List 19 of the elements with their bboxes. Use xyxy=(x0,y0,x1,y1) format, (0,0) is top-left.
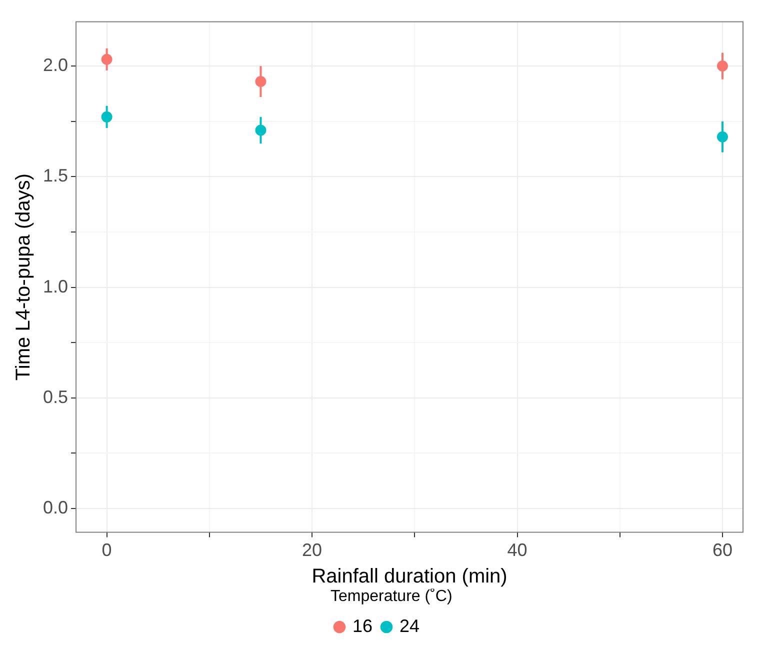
point xyxy=(716,60,728,72)
point xyxy=(716,131,728,142)
legend-label: 24 xyxy=(400,616,420,636)
x-axis-title: Rainfall duration (min) xyxy=(312,565,508,588)
y-tick-label: 2.0 xyxy=(42,55,68,76)
y-tick-label: 0.5 xyxy=(42,386,68,407)
legend-label: 16 xyxy=(352,616,373,636)
point xyxy=(101,54,112,65)
point xyxy=(255,76,266,88)
x-tick-label: 60 xyxy=(712,540,732,560)
x-tick-label: 40 xyxy=(507,540,528,560)
point xyxy=(255,124,266,136)
y-tick-label: 1.0 xyxy=(42,276,68,296)
y-tick-label: 0.0 xyxy=(42,497,68,518)
x-tick-label: 0 xyxy=(102,540,112,560)
point xyxy=(101,111,112,122)
y-tick-label: 1.5 xyxy=(42,166,68,186)
x-tick-label: 20 xyxy=(302,540,322,560)
y-axis-title: Time L4-to-pupa (days) xyxy=(12,173,35,381)
